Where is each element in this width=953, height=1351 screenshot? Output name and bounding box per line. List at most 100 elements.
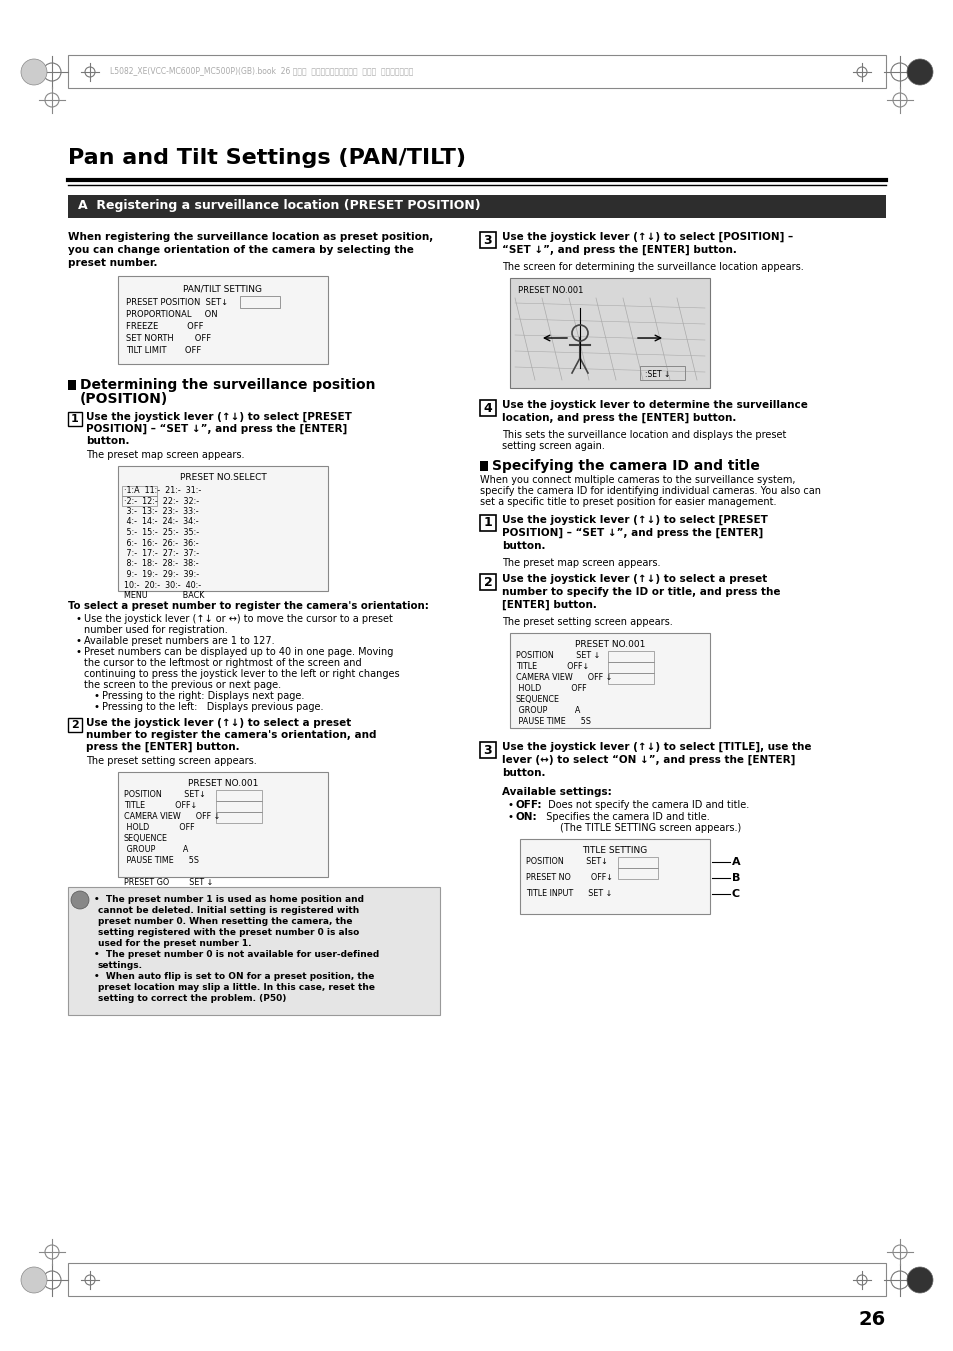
- Text: OFF:: OFF:: [516, 800, 542, 811]
- Text: (POSITION): (POSITION): [80, 392, 168, 407]
- Bar: [510, 278, 709, 388]
- Bar: [510, 634, 709, 728]
- Bar: [68, 888, 439, 1015]
- Text: POSITION] – “SET ↓”, and press the [ENTER]: POSITION] – “SET ↓”, and press the [ENTE…: [86, 424, 347, 434]
- Text: Specifying the camera ID and title: Specifying the camera ID and title: [492, 459, 760, 473]
- Bar: [215, 801, 262, 812]
- Bar: [118, 276, 328, 363]
- Bar: [68, 1263, 885, 1296]
- Text: TITLE            OFF↓: TITLE OFF↓: [516, 662, 589, 671]
- Text: Use the joystick lever (↑↓) to select [PRESET: Use the joystick lever (↑↓) to select [P…: [501, 515, 767, 526]
- Text: GROUP           A: GROUP A: [124, 844, 188, 854]
- Text: L5082_XE(VCC-MC600P_MC500P)(GB).book  26 ページ  ２００７年１月１８日  木曜日  午前９時４４分: L5082_XE(VCC-MC600P_MC500P)(GB).book 26 …: [110, 66, 413, 76]
- Bar: [118, 466, 328, 590]
- Circle shape: [906, 1267, 932, 1293]
- Bar: [479, 742, 496, 758]
- Text: Use the joystick lever (↑↓ or ↔) to move the cursor to a preset: Use the joystick lever (↑↓ or ↔) to move…: [84, 613, 393, 624]
- Text: A: A: [731, 857, 740, 867]
- Text: PRESET NO        OFF↓: PRESET NO OFF↓: [525, 873, 613, 882]
- Text: 26: 26: [858, 1310, 885, 1329]
- Text: setting screen again.: setting screen again.: [501, 440, 604, 451]
- Text: location, and press the [ENTER] button.: location, and press the [ENTER] button.: [501, 413, 736, 423]
- Text: Use the joystick lever (↑↓) to select a preset: Use the joystick lever (↑↓) to select a …: [501, 574, 766, 584]
- Text: •  The preset number 1 is used as home position and: • The preset number 1 is used as home po…: [94, 894, 364, 904]
- Bar: [607, 651, 654, 662]
- Text: PAN/TILT SETTING: PAN/TILT SETTING: [183, 284, 262, 293]
- Bar: [118, 771, 328, 877]
- Text: j: j: [78, 894, 82, 905]
- Text: SEQUENCE: SEQUENCE: [124, 834, 168, 843]
- Bar: [519, 839, 709, 915]
- Text: •: •: [507, 800, 514, 811]
- Text: 9:-  19:-  29:-  39:-: 9:- 19:- 29:- 39:-: [124, 570, 199, 580]
- Bar: [122, 486, 157, 496]
- Text: 10:-  20:-  30:-  40:-: 10:- 20:- 30:- 40:-: [124, 581, 201, 589]
- Text: Use the joystick lever (↑↓) to select [PRESET: Use the joystick lever (↑↓) to select [P…: [86, 412, 352, 423]
- Text: 8:-  18:-  28:-  38:-: 8:- 18:- 28:- 38:-: [124, 559, 198, 569]
- Text: settings.: settings.: [98, 961, 143, 970]
- Text: Does not specify the camera ID and title.: Does not specify the camera ID and title…: [544, 800, 748, 811]
- Text: POSITION         SET↓: POSITION SET↓: [124, 790, 206, 798]
- Text: Use the joystick lever (↑↓) to select [POSITION] –: Use the joystick lever (↑↓) to select [P…: [501, 232, 792, 242]
- Text: 1: 1: [71, 413, 79, 424]
- Text: A  Registering a surveillance location (PRESET POSITION): A Registering a surveillance location (P…: [78, 200, 480, 212]
- Text: POSITION         SET ↓: POSITION SET ↓: [516, 651, 599, 661]
- Text: number to specify the ID or title, and press the: number to specify the ID or title, and p…: [501, 586, 780, 597]
- Bar: [68, 412, 82, 426]
- Text: button.: button.: [501, 767, 545, 778]
- Text: When registering the surveillance location as preset position,: When registering the surveillance locati…: [68, 232, 433, 242]
- Text: B: B: [731, 873, 740, 884]
- Text: This sets the surveillance location and displays the preset: This sets the surveillance location and …: [501, 430, 785, 440]
- Text: SET NORTH        OFF: SET NORTH OFF: [126, 334, 211, 343]
- Circle shape: [906, 59, 932, 85]
- Text: •: •: [507, 812, 514, 821]
- Text: used for the preset number 1.: used for the preset number 1.: [98, 939, 252, 948]
- Bar: [479, 232, 496, 249]
- Text: PRESET GO        SET ↓: PRESET GO SET ↓: [124, 878, 213, 888]
- Text: preset number 0. When resetting the camera, the: preset number 0. When resetting the came…: [98, 917, 352, 925]
- Text: setting to correct the problem. (P50): setting to correct the problem. (P50): [98, 994, 286, 1002]
- Text: •: •: [94, 690, 100, 701]
- Text: PRESET POSITION  SET↓: PRESET POSITION SET↓: [126, 299, 228, 307]
- Text: 3:-  13:-  23:-  33:-: 3:- 13:- 23:- 33:-: [124, 507, 198, 516]
- Text: continuing to press the joystick lever to the left or right changes: continuing to press the joystick lever t…: [84, 669, 399, 680]
- Text: The screen for determining the surveillance location appears.: The screen for determining the surveilla…: [501, 262, 803, 272]
- Text: HOLD            OFF: HOLD OFF: [124, 823, 194, 832]
- Bar: [68, 717, 82, 732]
- Text: 1: 1: [483, 516, 492, 530]
- Text: The preset map screen appears.: The preset map screen appears.: [501, 558, 659, 567]
- Text: •: •: [76, 636, 82, 646]
- Bar: [479, 574, 496, 590]
- Text: number used for registration.: number used for registration.: [84, 626, 228, 635]
- Text: preset number.: preset number.: [68, 258, 157, 267]
- Text: Pan and Tilt Settings (PAN/TILT): Pan and Tilt Settings (PAN/TILT): [68, 149, 465, 168]
- Text: Use the joystick lever to determine the surveillance: Use the joystick lever to determine the …: [501, 400, 807, 409]
- Text: Use the joystick lever (↑↓) to select [TITLE], use the: Use the joystick lever (↑↓) to select [T…: [501, 742, 811, 753]
- Text: The preset setting screen appears.: The preset setting screen appears.: [501, 617, 672, 627]
- Text: ·2:-  12:-  22:-  32:-: ·2:- 12:- 22:- 32:-: [124, 497, 199, 505]
- Text: you can change orientation of the camera by selecting the: you can change orientation of the camera…: [68, 245, 414, 255]
- Text: MENU              BACK: MENU BACK: [124, 590, 204, 600]
- Bar: [68, 195, 885, 218]
- Text: number to register the camera's orientation, and: number to register the camera's orientat…: [86, 730, 376, 740]
- Bar: [215, 790, 262, 801]
- Text: POSITION         SET↓: POSITION SET↓: [525, 857, 607, 866]
- Circle shape: [71, 892, 89, 909]
- Text: TITLE            OFF↓: TITLE OFF↓: [124, 801, 197, 811]
- Text: :SET ↓: :SET ↓: [644, 370, 670, 380]
- Text: C: C: [731, 889, 740, 898]
- Text: 7:-  17:-  27:-  37:-: 7:- 17:- 27:- 37:-: [124, 549, 199, 558]
- Bar: [618, 867, 658, 880]
- Text: 5:-  15:-  25:-  35:-: 5:- 15:- 25:- 35:-: [124, 528, 199, 536]
- Text: Pressing to the left:   Displays previous page.: Pressing to the left: Displays previous …: [102, 703, 323, 712]
- Text: Preset numbers can be displayed up to 40 in one page. Moving: Preset numbers can be displayed up to 40…: [84, 647, 393, 657]
- Text: PAUSE TIME      5S: PAUSE TIME 5S: [124, 857, 199, 865]
- Text: •: •: [94, 703, 100, 712]
- Text: “SET ↓”, and press the [ENTER] button.: “SET ↓”, and press the [ENTER] button.: [501, 245, 736, 255]
- Bar: [618, 857, 658, 867]
- Text: button.: button.: [86, 436, 130, 446]
- Bar: [240, 296, 280, 308]
- Text: press the [ENTER] button.: press the [ENTER] button.: [86, 742, 239, 753]
- Bar: [479, 515, 496, 531]
- Text: button.: button.: [501, 540, 545, 551]
